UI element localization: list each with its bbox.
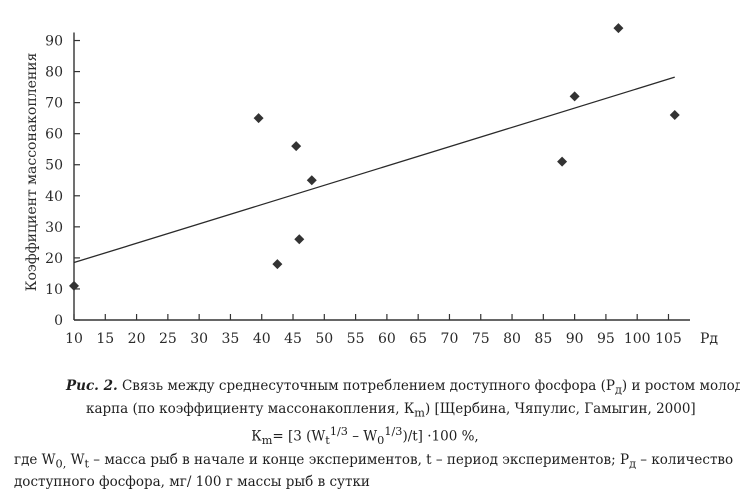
x-tick-label: 70 (441, 331, 459, 347)
y-tick-label: 90 (45, 34, 63, 50)
x-tick-label: 10 (65, 331, 83, 347)
x-tick-label: 90 (566, 331, 584, 347)
x-tick-label: 40 (253, 331, 271, 347)
x-tick-label: 80 (503, 331, 521, 347)
x-tick-label: 20 (128, 331, 146, 347)
x-tick-label: 100 (624, 331, 651, 347)
figure-caption: Рис. 2. Связь между среднесуточным потре… (0, 377, 740, 492)
y-tick-label: 50 (45, 158, 63, 174)
y-axis-label: Коэффициент массонакопления (24, 52, 40, 291)
x-tick-label: 85 (534, 331, 552, 347)
x-tick-label: 65 (409, 331, 427, 347)
data-point (291, 141, 302, 152)
y-tick-label: 0 (54, 313, 63, 329)
data-point (569, 91, 580, 102)
caption-line-4: где W0, Wt – масса рыб в начале и конце … (14, 451, 734, 471)
data-point (294, 234, 305, 245)
data-point (272, 259, 283, 270)
x-tick-label: 30 (190, 331, 208, 347)
chart-axes (73, 32, 690, 321)
x-tick-label: 15 (96, 331, 114, 347)
x-tick-labels: 10 15 20 25 30 35 40 45 50 55 60 65 70 75 80 85 90 95 100 1… (65, 331, 682, 347)
y-tick-label: 80 (45, 65, 63, 81)
y-tick-label: 40 (45, 189, 63, 205)
x-tick-label: 60 (378, 331, 396, 347)
y-tick-label: 30 (45, 220, 63, 236)
x-tick-label: 25 (159, 331, 177, 347)
x-tick-label: 55 (347, 331, 365, 347)
data-point (613, 23, 624, 34)
caption-formula: Кm= [3 (Wt1/3 – W01/3)/t] ·100 %, (251, 425, 479, 448)
x-tick-label: 50 (315, 331, 333, 347)
data-point (669, 110, 680, 121)
y-tick-label: 70 (45, 96, 63, 112)
x-tick-label: 75 (472, 331, 490, 347)
x-tick-label: 105 (655, 331, 682, 347)
data-point (253, 113, 264, 124)
trend-line (73, 76, 675, 264)
data-point (306, 175, 317, 186)
y-tick-label: 60 (45, 127, 63, 143)
y-tick-label: 10 (45, 282, 63, 298)
figure-label: Рис. 2. (66, 378, 118, 394)
x-tick-label: 35 (222, 331, 240, 347)
caption-line-5: доступного фосфора, мг/ 100 г массы рыб … (14, 474, 370, 491)
caption-line-2: карпа (по коэффициенту массонакопления, … (86, 400, 696, 420)
data-point (557, 156, 568, 167)
y-tick-labels: 0 10 20 30 40 50 60 70 80 90 (45, 34, 63, 329)
caption-line-1: Рис. 2. Связь между среднесуточным потре… (66, 378, 740, 397)
x-tick-label: 95 (597, 331, 615, 347)
x-axis-label: Рд (700, 331, 718, 347)
data-point (69, 280, 79, 291)
x-tick-label: 45 (284, 331, 302, 347)
data-points (69, 23, 680, 291)
y-tick-label: 20 (45, 251, 63, 267)
